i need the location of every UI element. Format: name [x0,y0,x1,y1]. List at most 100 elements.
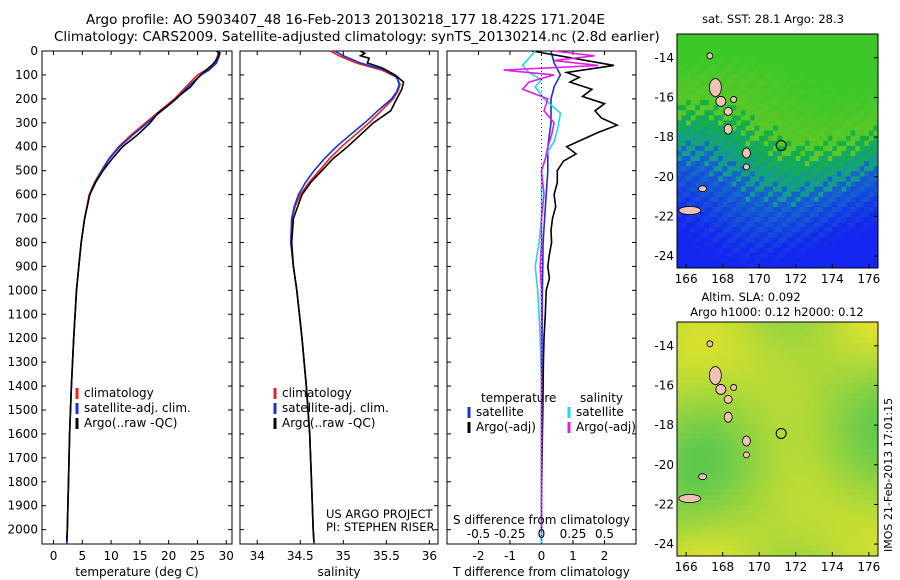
map-cell [708,59,714,65]
map-cell [736,252,742,259]
map-cell [759,84,765,91]
map-cell [708,510,714,516]
map-cell [690,237,696,243]
map-cell [814,515,820,521]
map-cell [791,232,797,238]
map-cell [713,105,719,111]
map-cell [786,156,792,162]
map-cell [677,520,682,526]
map-cell [873,550,879,557]
map-cell [686,59,692,65]
map-cell [745,257,751,264]
map-cell [704,423,710,430]
map-cell [823,484,829,491]
map-cell [836,459,842,465]
map-cell [850,105,856,111]
map-cell [855,484,861,491]
map-cell [804,327,810,333]
map-cell [868,418,874,425]
map-cell [759,115,765,121]
map-cell [772,525,778,531]
map-cell [855,74,861,81]
map-cell [731,433,737,440]
map-cell [750,176,756,182]
map-cell [864,550,870,557]
map-cell [699,49,705,55]
map-panel-1: 166 168 170 172 174 176-14-16-18-20-22-24 [654,33,880,286]
map-cell [699,418,705,425]
map-cell [809,342,815,348]
map-cell [745,403,751,409]
map-cell [699,84,705,91]
map-cell [814,151,820,157]
map-cell [690,357,696,364]
map-cell [859,105,865,111]
map-cell [841,433,847,440]
map-cell [699,191,705,198]
map-cell [814,494,820,501]
map-cell [699,433,705,440]
map-cell [686,439,692,445]
map-cell [731,540,737,547]
map-cell [713,362,719,369]
map-cell [864,222,870,228]
map-cell [795,444,801,450]
map-cell [745,201,751,208]
map-cell [809,222,815,228]
map-cell [699,439,705,445]
y-tick-label: -14 [654,339,674,353]
map-cell [731,393,737,399]
map-cell [823,130,829,137]
map-cell [818,545,824,552]
map-cell [782,64,788,71]
map-cell [686,474,692,481]
map-cell [823,64,829,71]
map-cell [868,464,874,470]
map-cell [690,377,696,384]
map-cell [809,494,815,501]
map-cell [873,505,879,511]
map-cell [832,418,838,425]
map-cell [750,413,756,420]
map-cell [841,454,847,460]
y-tick-label: 600 [15,188,38,202]
map-cell [699,161,705,167]
map-cell [823,161,829,167]
map-cell [772,413,778,420]
y-tick-label: 1400 [7,379,38,393]
map-cell [850,151,856,157]
map-cell [791,322,797,328]
map-cell [846,120,851,126]
map-cell [832,433,838,440]
map-cell [740,525,746,531]
map-cell [818,474,824,481]
map-cell [814,520,820,526]
map-cell [736,433,742,440]
map-cell [718,156,724,162]
map-cell [708,550,714,557]
map-cell [868,337,874,343]
map-cell [690,520,696,526]
map-cell [777,515,783,521]
map-cell [809,459,815,465]
map-cell [677,212,682,218]
map-cell [727,372,733,379]
map-cell [818,403,824,409]
map-cell [850,459,856,465]
map-cell [722,247,728,254]
map-cell [841,337,847,343]
map-cell [708,337,714,343]
map-cell [800,212,806,218]
map-cell [804,342,810,348]
map-cell [699,494,705,501]
map-cell [809,428,815,435]
map-cell [754,115,760,121]
map-cell [754,171,760,177]
map-cell [795,413,801,420]
map-cell [791,120,797,126]
map-cell [827,232,833,238]
map-cell [864,530,870,537]
x-tick-label: 20 [161,549,176,563]
map-cell [777,206,783,213]
map-cell [800,95,806,101]
